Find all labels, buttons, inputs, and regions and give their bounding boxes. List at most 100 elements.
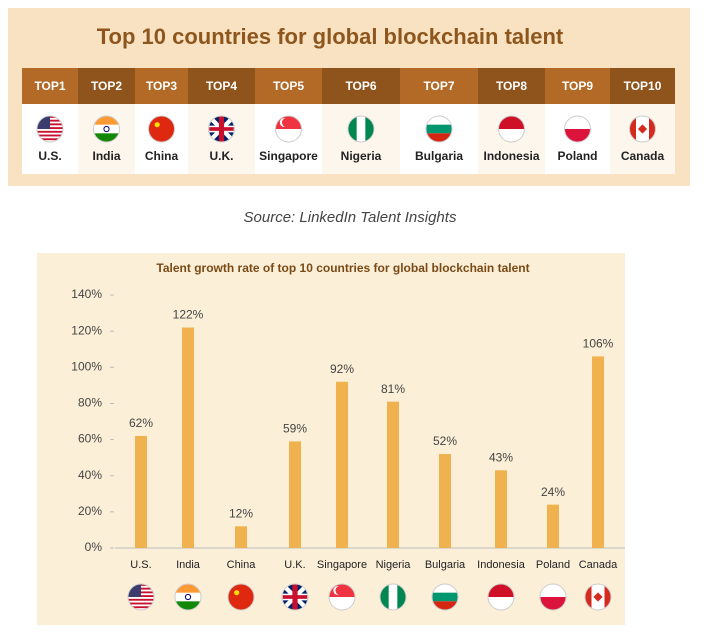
bar <box>547 504 559 548</box>
bar <box>235 526 247 548</box>
x-tick-label: U.S. <box>130 559 151 571</box>
chart-title: Talent growth rate of top 10 countries f… <box>156 261 529 275</box>
flag-border <box>208 115 235 143</box>
flag-part <box>282 118 291 127</box>
flag-part <box>228 584 254 610</box>
flag-part <box>175 601 201 610</box>
country: Canada <box>621 149 665 163</box>
flag-part <box>184 593 192 601</box>
flag-border <box>564 115 591 143</box>
flag <box>148 116 175 142</box>
header-cell <box>478 68 545 104</box>
header-cell <box>188 68 255 104</box>
country: Bulgaria <box>415 149 463 163</box>
flag <box>275 116 302 142</box>
flag <box>629 116 656 142</box>
header-cell <box>322 68 400 104</box>
value-label: 62% <box>129 416 153 430</box>
flag-part <box>604 584 611 610</box>
bar <box>336 381 348 548</box>
rank: TOP9 <box>562 79 593 93</box>
flag-part <box>432 601 458 610</box>
rank: TOP3 <box>146 79 177 93</box>
flag <box>348 116 374 142</box>
value-label: 24% <box>541 485 565 499</box>
flag-part <box>540 597 566 610</box>
y-tick-label: 120% <box>71 323 102 337</box>
bar <box>182 327 194 548</box>
flag-border <box>584 583 612 611</box>
country: China <box>145 149 179 163</box>
header-cell <box>135 68 188 104</box>
flag-part <box>593 592 603 602</box>
country: U.S. <box>38 149 61 163</box>
flag-border <box>431 583 459 611</box>
x-tick-label: Poland <box>536 559 570 571</box>
flag-border <box>328 583 356 611</box>
flag-part <box>629 116 636 142</box>
flag <box>128 584 154 610</box>
rank: TOP7 <box>423 79 454 93</box>
flag-border <box>93 115 120 143</box>
header-cell <box>22 68 78 104</box>
flag-part <box>348 116 357 142</box>
value-label: 52% <box>433 434 457 448</box>
flag-part <box>218 116 225 142</box>
flag-part <box>234 590 240 596</box>
bar <box>289 441 301 548</box>
bar <box>592 356 604 548</box>
flag-part <box>128 598 154 601</box>
flag-part <box>380 584 389 610</box>
flag-part <box>637 124 648 134</box>
flag-part <box>93 133 120 142</box>
source: Source: LinkedIn Talent Insights <box>244 209 457 226</box>
y-tick-label: 40% <box>78 468 102 482</box>
flag <box>380 584 406 610</box>
flag-part <box>564 129 591 142</box>
flag-part <box>37 138 63 141</box>
x-tick-label: Indonesia <box>477 559 526 571</box>
chart: 0% 20% 40% 60% 80% 100% 120% 140% 62% U.S. 122% Ind… <box>71 287 618 611</box>
rank: TOP8 <box>496 79 527 93</box>
flag-part <box>37 130 63 133</box>
flag-part <box>93 116 120 125</box>
flag-part <box>128 602 154 605</box>
flag-border <box>36 115 64 143</box>
flag-border <box>227 583 255 611</box>
flag-part <box>292 584 298 610</box>
flag <box>37 116 63 142</box>
country: India <box>92 149 120 163</box>
country: Indonesia <box>483 149 539 163</box>
flag-border <box>347 115 375 143</box>
value-label: 43% <box>489 450 513 464</box>
value-label: 106% <box>583 337 614 351</box>
flag-part <box>488 584 514 597</box>
bar <box>387 401 399 548</box>
flag-part <box>432 592 458 602</box>
flag-part <box>148 116 175 142</box>
value-label: 59% <box>283 422 307 436</box>
country: U.K. <box>210 149 234 163</box>
flag-part <box>426 133 452 142</box>
y-tick-label: 80% <box>78 396 102 410</box>
x-tick-label: Bulgaria <box>425 559 466 571</box>
ranking-table: TOP1 U.S. TOP2 India TOP3 China TOP4 U.K. TOP5 Si… <box>22 68 675 174</box>
flag-part <box>585 584 592 610</box>
flag <box>329 584 355 610</box>
flag-part <box>335 586 345 595</box>
flag <box>426 116 452 142</box>
y-tick-label: 0% <box>85 540 103 554</box>
flag <box>585 584 611 610</box>
flag-part <box>365 116 374 142</box>
flag-part <box>426 124 452 134</box>
flag <box>540 584 566 610</box>
x-tick-label: India <box>176 559 201 571</box>
x-tick-label: Canada <box>579 559 618 571</box>
country: Poland <box>557 149 597 163</box>
bar <box>135 435 147 548</box>
flag-border <box>379 583 407 611</box>
flag-border <box>487 583 515 611</box>
flag-border <box>174 583 202 611</box>
flag-border <box>281 583 309 611</box>
y-tick-label: 140% <box>71 287 102 301</box>
